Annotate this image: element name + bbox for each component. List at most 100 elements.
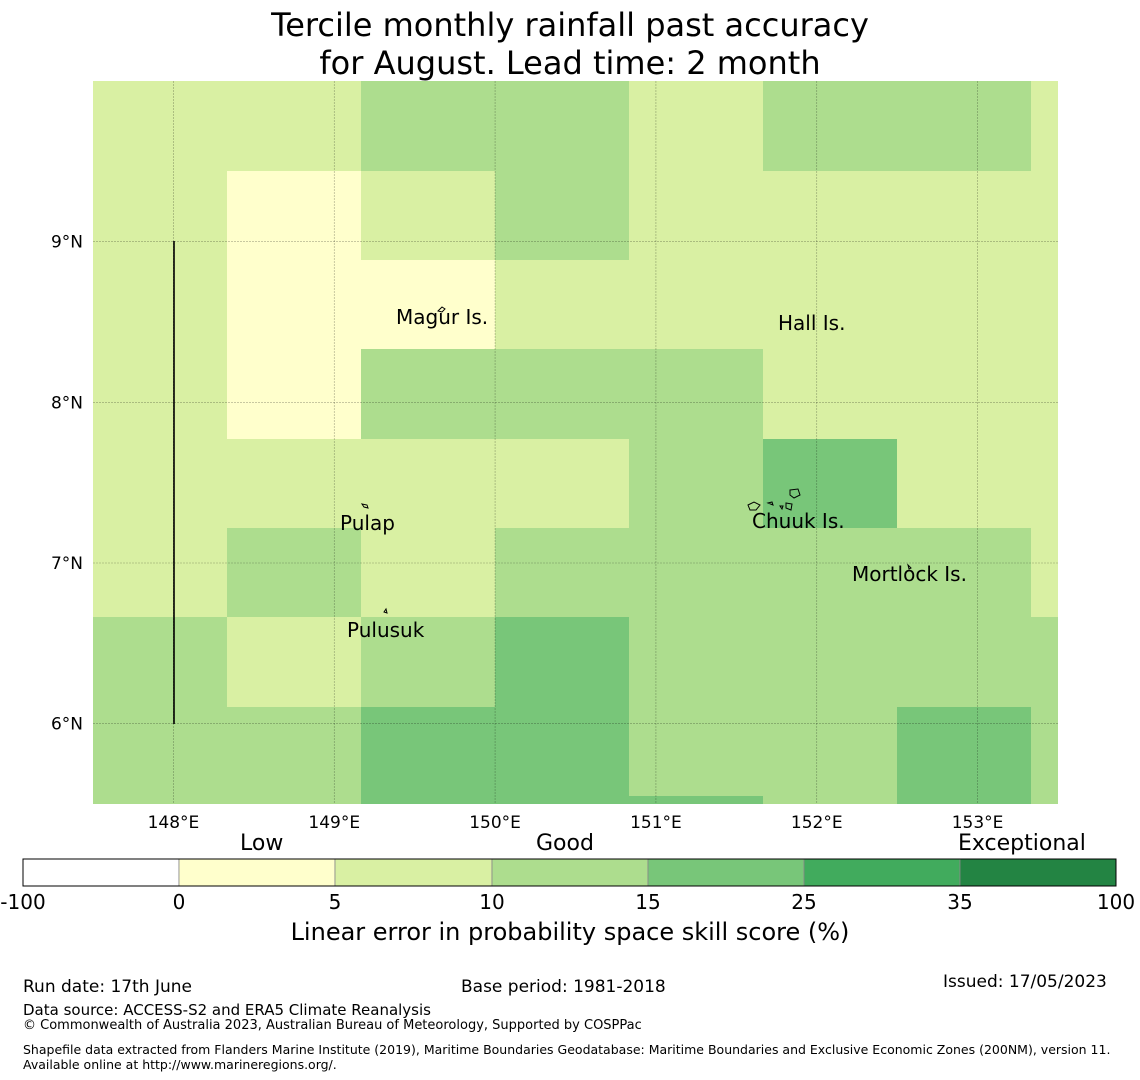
skill-cell xyxy=(227,349,361,439)
skill-cell xyxy=(227,439,361,528)
skill-cell xyxy=(897,707,1031,796)
skill-cell xyxy=(495,528,629,617)
skill-cell xyxy=(495,260,629,349)
skill-cell xyxy=(1031,260,1058,349)
place-label: Chuuk Is. xyxy=(752,509,845,533)
longitude-tick-label: 148°E xyxy=(148,813,200,833)
skill-cell xyxy=(361,81,495,171)
colorbar-label: Linear error in probability space skill … xyxy=(290,918,850,946)
colorbar-swatch xyxy=(959,858,1117,887)
issued-date: Issued: 17/05/2023 xyxy=(943,972,1107,992)
magur-island-outline xyxy=(437,306,446,313)
skill-cell xyxy=(897,171,1031,260)
colorbar-tick: -100 xyxy=(0,890,46,914)
colorbar-swatch xyxy=(647,858,805,887)
skill-cell xyxy=(629,528,763,617)
skill-cell xyxy=(361,171,495,260)
title-line-2: for August. Lead time: 2 month xyxy=(319,44,821,82)
pulap-island-outline xyxy=(360,503,369,509)
skill-cell xyxy=(629,796,763,804)
run-date: Run date: 17th June xyxy=(23,977,192,997)
skill-cell xyxy=(495,796,629,804)
skill-cell xyxy=(763,349,897,439)
colorbar-category-exceptional: Exceptional xyxy=(958,831,1086,856)
skill-cell xyxy=(629,617,763,707)
colorbar-tick: 100 xyxy=(1096,890,1136,914)
skill-cell xyxy=(495,439,629,528)
latitude-tick-label: 8°N xyxy=(51,393,83,413)
skill-cell xyxy=(629,171,763,260)
skill-cell xyxy=(897,796,1031,804)
data-source: Data source: ACCESS-S2 and ERA5 Climate … xyxy=(23,1001,431,1019)
skill-cell xyxy=(93,81,227,171)
skill-cell xyxy=(93,349,227,439)
skill-cell xyxy=(227,707,361,796)
skill-cell xyxy=(227,617,361,707)
skill-cell xyxy=(93,260,227,349)
skill-cell xyxy=(93,171,227,260)
skill-cell xyxy=(1031,81,1058,171)
skill-cell xyxy=(93,796,227,804)
skill-cell xyxy=(897,260,1031,349)
colorbar-frame xyxy=(22,858,1117,887)
skill-cell xyxy=(629,349,763,439)
colorbar-swatch xyxy=(22,858,180,887)
skill-cell xyxy=(1031,617,1058,707)
skill-cell xyxy=(361,349,495,439)
shapefile-credit: Shapefile data extracted from Flanders M… xyxy=(23,1042,1111,1072)
skill-cell xyxy=(763,617,897,707)
place-label: Magur Is. xyxy=(396,305,488,329)
skill-cell xyxy=(897,617,1031,707)
latitude-tick-label: 9°N xyxy=(51,233,83,253)
mortlock-islands-outline xyxy=(907,563,912,570)
skill-cell xyxy=(495,617,629,707)
colorbar-tick: 35 xyxy=(947,890,973,914)
copyright: © Commonwealth of Australia 2023, Austra… xyxy=(23,1018,642,1033)
base-period: Base period: 1981-2018 xyxy=(461,977,666,997)
skill-cell xyxy=(629,707,763,796)
colorbar-tick: 0 xyxy=(172,890,186,914)
skill-cell xyxy=(763,796,897,804)
skill-cell xyxy=(361,796,495,804)
skill-cell xyxy=(361,439,495,528)
skill-cell xyxy=(897,528,1031,617)
skill-cell xyxy=(1031,171,1058,260)
skill-cell xyxy=(1031,528,1058,617)
colorbar-category-low: Low xyxy=(240,831,284,856)
skill-cell xyxy=(1031,707,1058,796)
skill-cell xyxy=(361,617,495,707)
skill-cell xyxy=(93,439,227,528)
skill-cell xyxy=(897,439,1031,528)
title-line-1: Tercile monthly rainfall past accuracy xyxy=(271,6,869,44)
skill-cell xyxy=(897,81,1031,171)
latitude-tick-label: 6°N xyxy=(51,715,83,735)
skill-cell xyxy=(763,707,897,796)
skill-cell xyxy=(763,81,897,171)
place-label: Pulusuk xyxy=(347,618,425,642)
longitude-tick-label: 152°E xyxy=(791,813,843,833)
skill-cell xyxy=(93,528,227,617)
skill-cell xyxy=(897,349,1031,439)
skill-cell xyxy=(763,439,897,528)
place-label: Pulap xyxy=(340,511,395,535)
longitude-tick-label: 150°E xyxy=(469,813,521,833)
colorbar-swatch xyxy=(803,858,961,887)
skill-cell xyxy=(361,260,495,349)
skill-cell xyxy=(1031,439,1058,528)
skill-cell xyxy=(361,528,495,617)
skill-cell xyxy=(495,171,629,260)
skill-cell xyxy=(361,707,495,796)
place-label: Hall Is. xyxy=(778,311,845,335)
skill-cell xyxy=(629,260,763,349)
pulusuk-island-outline xyxy=(383,607,388,614)
skill-cell xyxy=(227,796,361,804)
longitude-tick-label: 151°E xyxy=(630,813,682,833)
skill-cell xyxy=(495,349,629,439)
skill-cell xyxy=(763,528,897,617)
latitude-tick-label: 7°N xyxy=(51,554,83,574)
skill-cell xyxy=(629,81,763,171)
skill-cell xyxy=(227,81,361,171)
colorbar-swatch xyxy=(178,858,336,887)
colorbar-tick: 15 xyxy=(635,890,661,914)
skill-cell xyxy=(227,528,361,617)
